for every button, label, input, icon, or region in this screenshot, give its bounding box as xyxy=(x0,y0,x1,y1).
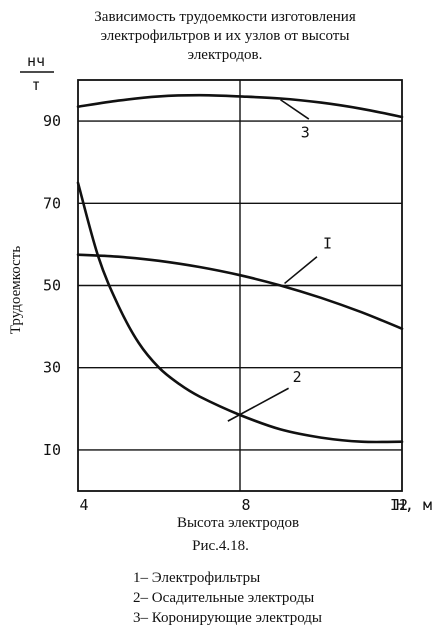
x-axis-unit: Н, м xyxy=(396,496,432,514)
series-label-2: 2 xyxy=(293,368,302,386)
x-tick-label-12: I2 xyxy=(390,496,408,514)
y-tick-label-70: 70 xyxy=(43,194,61,212)
y-tick-label-50: 50 xyxy=(43,277,61,295)
y-tick-label-10: I0 xyxy=(43,441,61,459)
legend-item-2: 2– Осадительные электроды xyxy=(133,590,315,606)
y-axis-label: Трудоемкость xyxy=(8,246,24,335)
legend-item-3: 3– Коронирующие электроды xyxy=(133,610,322,626)
series-label-I: I xyxy=(323,235,332,253)
x-axis-label: Высота электродов xyxy=(177,515,299,531)
y-unit-denominator: т xyxy=(31,76,40,94)
series-line-2 xyxy=(76,181,404,444)
x-tick-label-4: 4 xyxy=(79,496,88,514)
series-label-3: 3 xyxy=(301,124,310,142)
y-unit-numerator: нч xyxy=(27,52,45,70)
legend: 1– Электрофильтры 2– Осадительные электр… xyxy=(133,568,322,628)
x-tick-label-8: 8 xyxy=(241,496,250,514)
y-tick-label-30: 30 xyxy=(43,359,61,377)
series-line-3 xyxy=(76,93,404,119)
figure-caption: Рис.4.18. xyxy=(192,538,249,554)
series-leader-I xyxy=(284,256,318,285)
chart-title-line-3: электродов. xyxy=(187,47,263,63)
series-leader-3 xyxy=(280,99,310,120)
chart-title-line-2: электрофильтров и их узлов от высоты xyxy=(100,28,350,44)
chart-title: Зависимость трудоемкости изготовления эл… xyxy=(60,8,390,65)
series-line-I xyxy=(76,253,404,330)
series-leader-2 xyxy=(227,387,289,422)
chart-title-line-1: Зависимость трудоемкости изготовления xyxy=(94,9,356,25)
legend-item-1: 1– Электрофильтры xyxy=(133,570,261,586)
y-tick-label-90: 90 xyxy=(43,112,61,130)
